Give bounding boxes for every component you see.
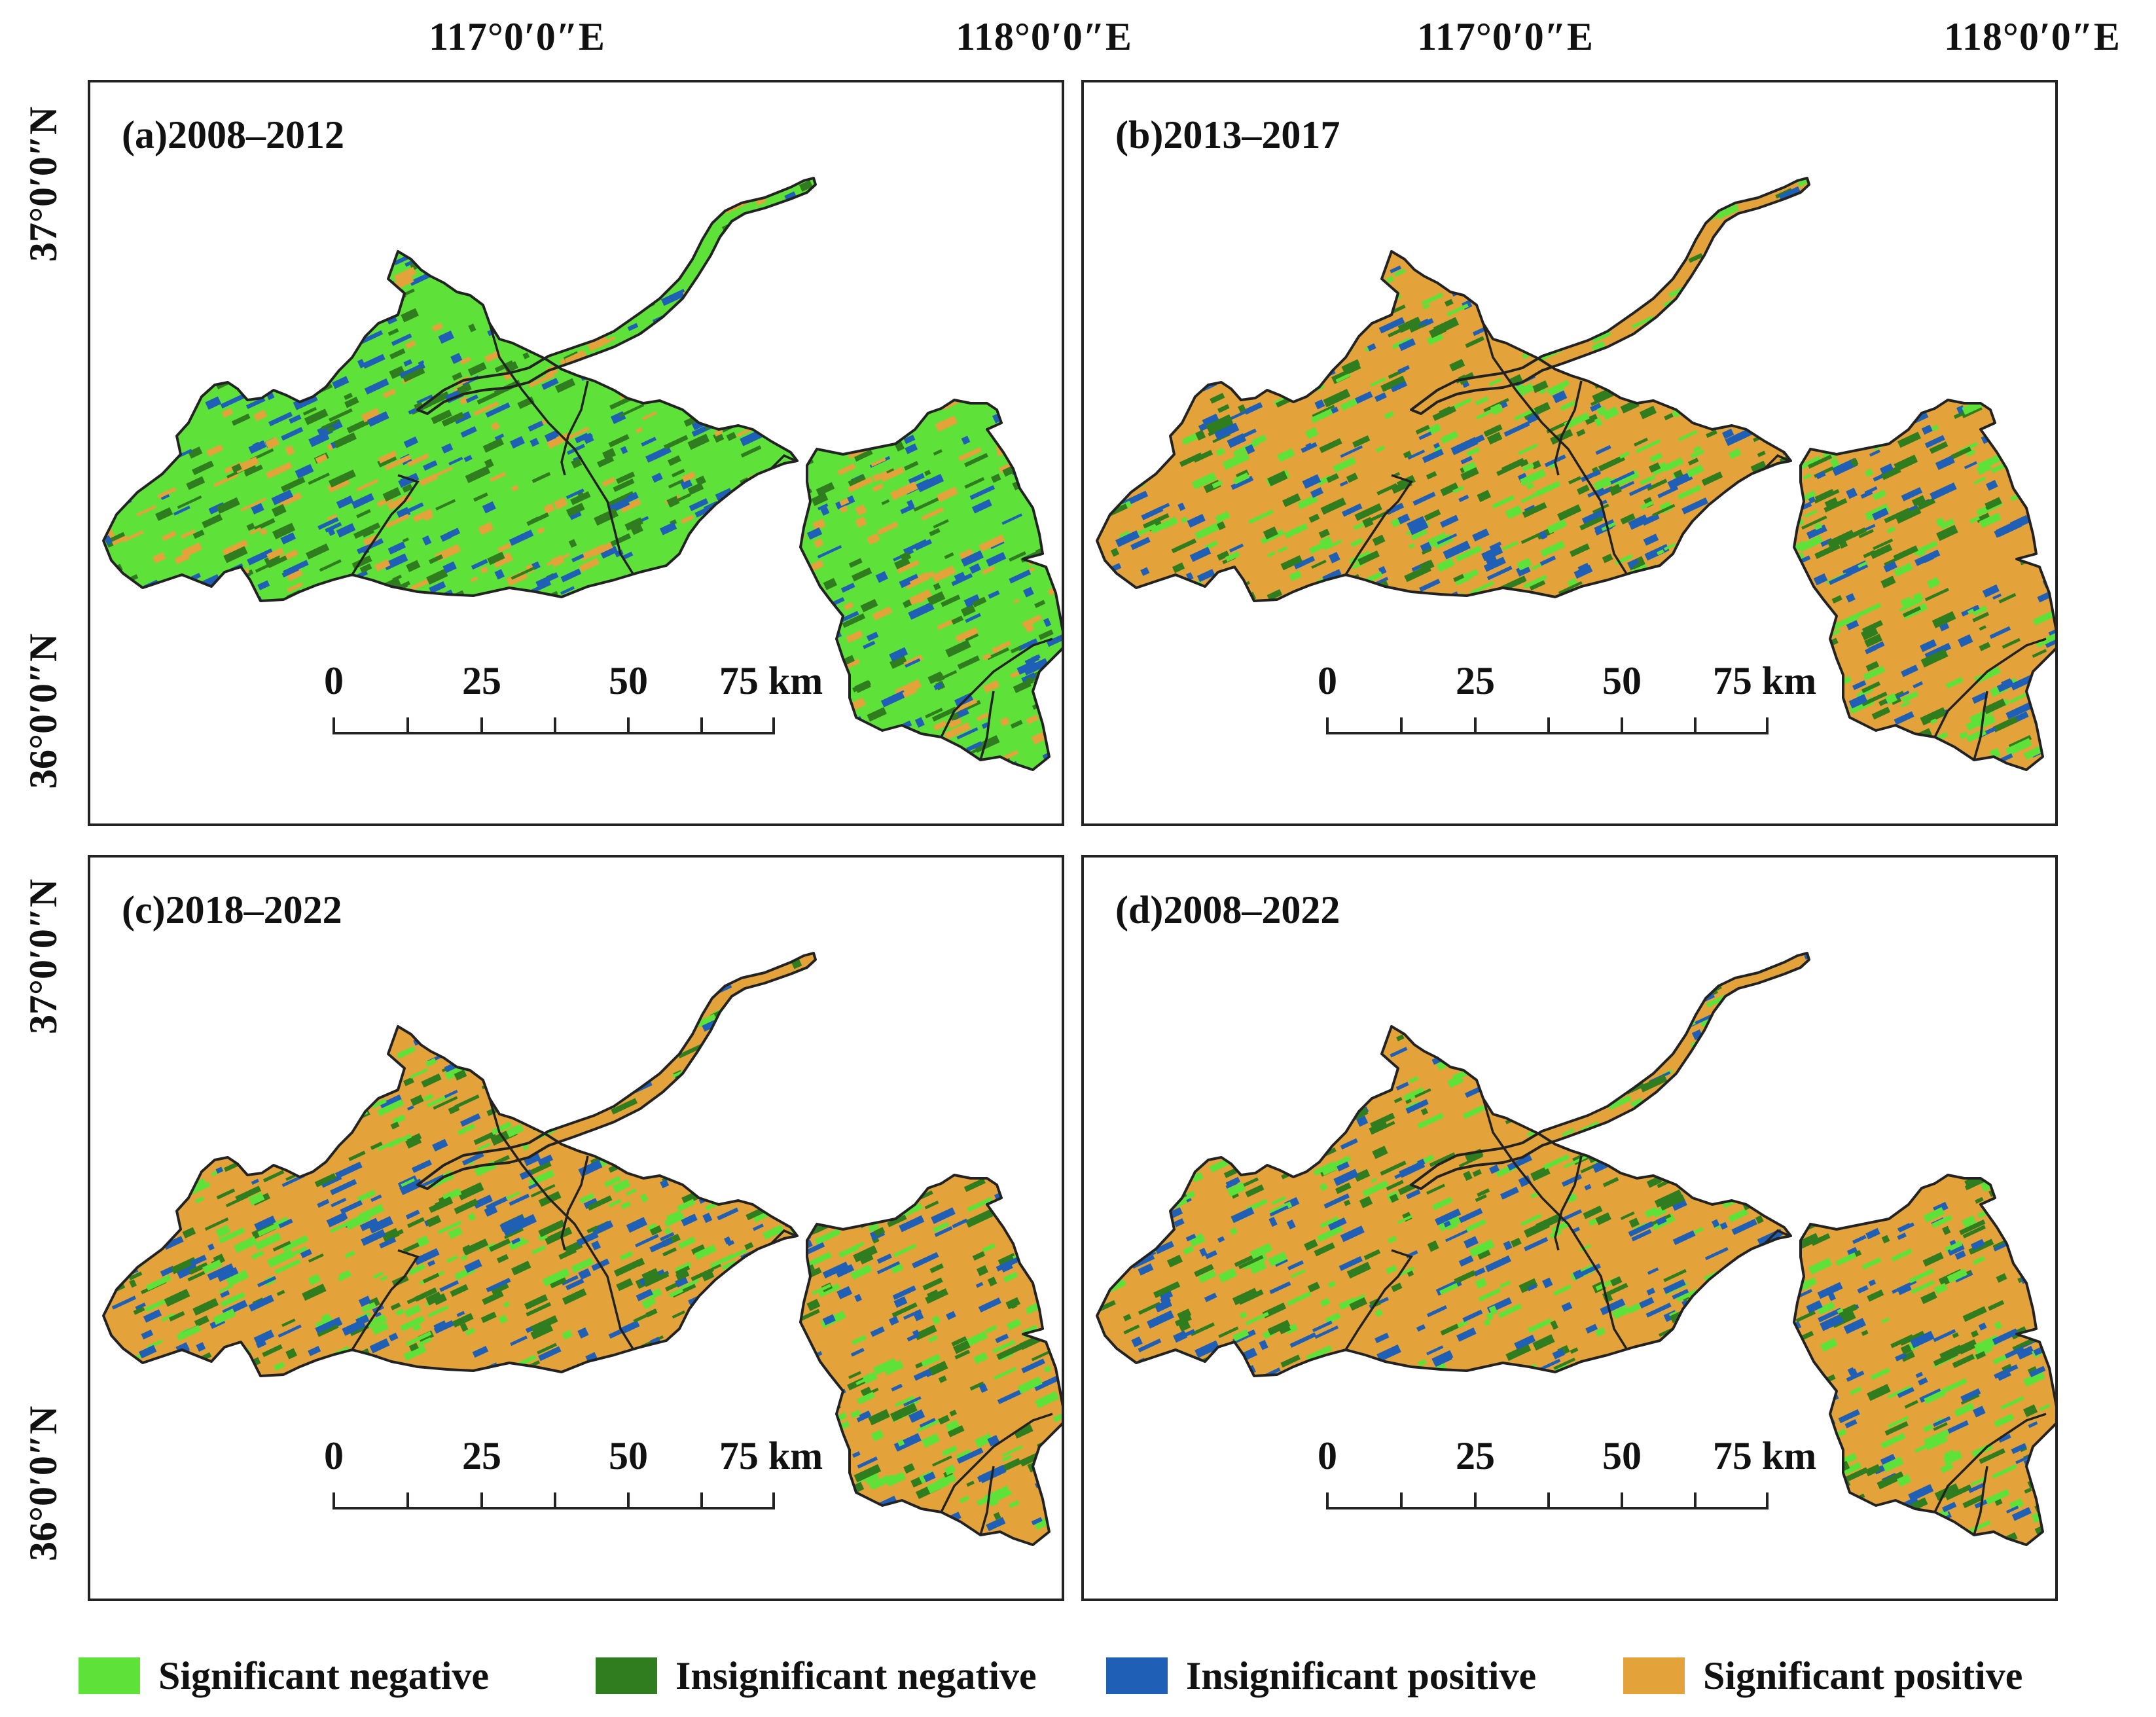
lon-label-117-left: 117°0′0″E [429,15,605,58]
legend-swatch [79,1657,140,1694]
legend-item-insignificant-positive: Insignificant positive [1106,1650,1536,1702]
map-panel-d: (d)2008–2022 0 25 50 75 km [1081,855,2058,1601]
legend-label: Insignificant positive [1186,1654,1537,1697]
lon-label-118-right: 118°0′0″E [1944,15,2121,58]
admin-boundaries [102,177,1062,771]
legend-item-insignificant-negative: Insignificant negative [596,1650,1037,1702]
panel-title: (a)2008–2012 [122,113,344,156]
map-panel-b: (b)2013–2017 0 25 50 75 km [1081,80,2058,826]
scale-label-50: 50 [609,659,648,702]
legend: Significant negative Insignificant negat… [79,1650,2121,1702]
map-panel-c: (c)2018–2022 0 25 50 75 km [88,855,1064,1601]
scale-label-25: 25 [1456,659,1495,702]
scale-label-0: 0 [1318,1434,1337,1477]
scale-label-0: 0 [324,1434,344,1477]
scale-label-75km: 75 km [1712,1434,1817,1477]
lat-label-37-top: 37°0′0″N [22,106,65,262]
scale-bar: 0 25 50 75 km [1306,1434,1816,1545]
region-map [1096,177,2055,771]
scale-label-50: 50 [609,1434,648,1477]
scale-label-0: 0 [1318,659,1337,702]
legend-swatch [596,1657,657,1694]
lat-label-36-top: 36°0′0″N [22,633,65,789]
scale-bar: 0 25 50 75 km [313,1434,823,1545]
legend-item-significant-negative: Significant negative [79,1650,489,1702]
legend-label: Significant positive [1703,1654,2023,1697]
admin-boundaries [1096,952,2055,1546]
panel-title: (d)2008–2022 [1115,888,1340,931]
legend-swatch [1106,1657,1168,1694]
legend-label: Significant negative [158,1654,489,1697]
scale-label-0: 0 [324,659,344,702]
region-map [102,177,1062,771]
scale-bar: 0 25 50 75 km [313,659,823,770]
lat-label-37-bottom: 37°0′0″N [22,878,65,1034]
region-map [1096,952,2055,1546]
legend-label: Insignificant negative [675,1654,1037,1697]
lon-label-117-right: 117°0′0″E [1417,15,1594,58]
admin-boundaries [102,952,1062,1546]
scale-label-50: 50 [1602,659,1642,702]
scale-label-75km: 75 km [1712,659,1817,702]
scale-label-50: 50 [1602,1434,1642,1477]
map-panel-a: (a)2008–2012 0 25 50 75 km [88,80,1064,826]
lat-label-36-bottom: 36°0′0″N [22,1405,65,1561]
scale-label-75km: 75 km [719,659,823,702]
lon-label-118-left: 118°0′0″E [956,15,1132,58]
scale-label-25: 25 [462,1434,501,1477]
legend-item-significant-positive: Significant positive [1623,1650,2022,1702]
scale-label-25: 25 [462,659,501,702]
region-map [102,952,1062,1546]
scale-label-75km: 75 km [719,1434,823,1477]
admin-boundaries [1096,177,2055,771]
legend-swatch [1623,1657,1685,1694]
panel-title: (b)2013–2017 [1115,113,1340,156]
scale-bar: 0 25 50 75 km [1306,659,1816,770]
scale-label-25: 25 [1456,1434,1495,1477]
panel-title: (c)2018–2022 [122,888,342,931]
